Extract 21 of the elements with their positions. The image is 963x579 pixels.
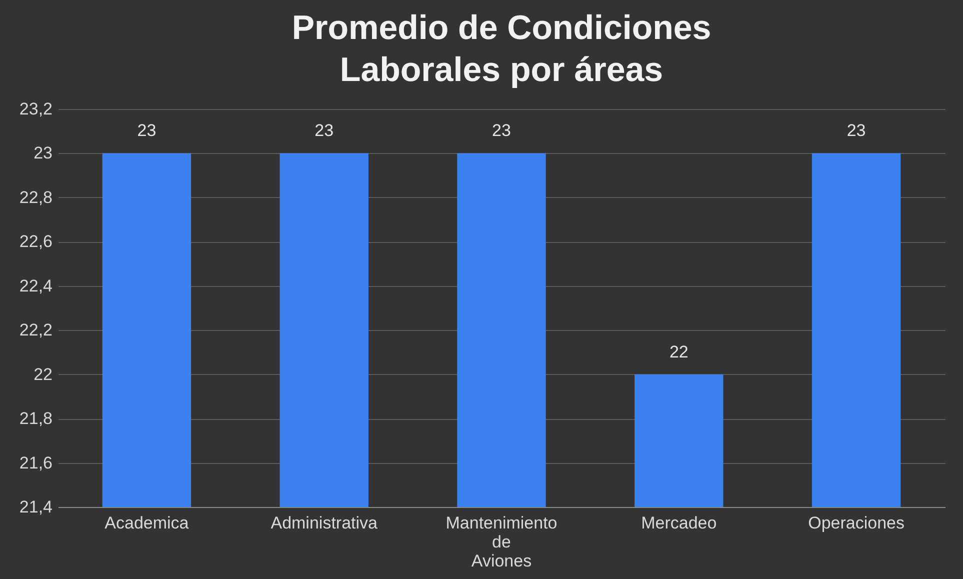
y-tick-label: 22 [34, 364, 52, 384]
x-tick-label: Administrativa [270, 514, 378, 532]
y-tick-label: 22,6 [19, 232, 52, 252]
y-tick-label: 22,8 [19, 188, 52, 207]
y-tick-label: 21,8 [19, 409, 52, 428]
x-tick-label: Operaciones [808, 514, 904, 532]
x-tick-label: Mantenimiento de Aviones [446, 514, 558, 570]
data-label: 23 [846, 121, 866, 140]
chart-title: Promedio de Condiciones Laborales por áreas [292, 9, 712, 89]
y-tick-label: 23,2 [19, 100, 52, 118]
y-tick-label: 21,4 [19, 498, 52, 516]
data-label: 22 [669, 342, 688, 362]
data-label: 23 [137, 121, 156, 140]
y-tick-label: 22,2 [19, 320, 52, 340]
data-label: 23 [314, 121, 334, 140]
x-tick-label: Mercadeo [641, 514, 717, 532]
y-tick-label: 23 [34, 144, 52, 163]
y-tick-label: 21,6 [19, 453, 52, 472]
x-tick-label: Academica [104, 514, 190, 532]
data-label: 23 [492, 121, 511, 140]
y-tick-label: 22,4 [19, 276, 52, 296]
